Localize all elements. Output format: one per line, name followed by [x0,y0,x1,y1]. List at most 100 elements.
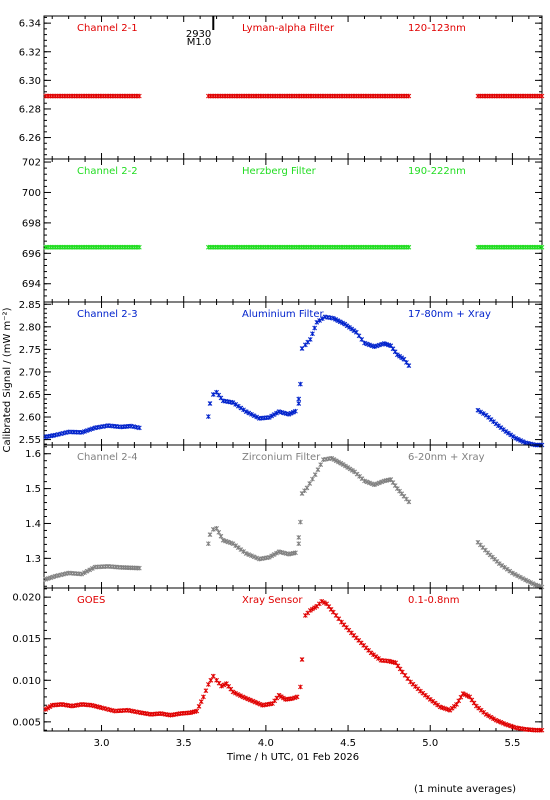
data-point [364,479,370,485]
data-point [238,547,244,552]
channel-label: Channel 2-4 [77,452,138,463]
data-point [243,409,249,414]
data-point [458,694,464,700]
data-point [373,654,379,659]
y-tick-label: 2.75 [19,345,41,356]
data-point [525,578,531,584]
band-label: 120-123nm [408,23,466,34]
series-segment-2 [206,244,412,250]
y-tick-label: 0.005 [12,717,41,728]
event-marker-class: M1.0 [187,37,212,48]
data-point [252,699,258,705]
series-segment-2 [206,526,302,562]
panel-5 [43,587,545,733]
data-point [250,698,256,704]
data-point [317,318,322,323]
data-point [235,692,241,697]
data-point [496,561,502,566]
data-point [392,349,398,355]
data-point [210,392,216,397]
data-point [523,577,528,583]
data-point [210,673,216,679]
data-point [520,439,526,444]
data-point [206,414,211,419]
y-tick-label: 6.34 [19,19,41,30]
series-segment-4 [475,539,545,590]
data-point [314,319,320,325]
data-point [216,529,222,535]
data-point [456,698,462,704]
data-point [520,576,526,581]
panel-2 [43,158,545,303]
y-axis-label: Calibrated Signal / (mW m⁻²) [2,307,13,452]
data-point [136,93,142,99]
data-point [296,535,302,540]
data-point [435,702,440,708]
data-point [281,695,286,701]
data-point [198,699,204,704]
data-point [207,532,213,537]
data-point [254,414,260,420]
data-point [136,565,142,571]
band-label: 17-80nm + Xray [408,309,491,320]
data-point [329,455,334,461]
data-point [368,650,374,656]
x-tick-label: 3.5 [176,738,192,749]
data-point [82,570,87,576]
data-point [337,319,343,325]
data-point [349,468,355,473]
data-point [241,407,246,413]
data-point [278,694,284,699]
data-point [79,430,85,435]
data-point [539,727,545,733]
data-point [238,405,244,411]
data-point [488,714,494,720]
data-point [298,684,303,690]
channel-label: Channel 2-3 [77,309,138,320]
y-tick-label: 2.85 [19,300,41,311]
data-point [501,427,506,432]
data-point [235,403,241,409]
data-point [249,411,254,417]
data-point [276,692,282,698]
y-tick-label: 0.010 [12,676,41,687]
data-point [246,410,252,416]
data-point [340,462,346,467]
data-point [293,550,298,556]
data-point [427,697,433,702]
panel-frame [43,15,543,160]
panel-1 [43,15,545,160]
data-point [218,533,224,539]
data-point [507,568,513,574]
data-point [266,415,272,420]
data-point [353,329,359,335]
data-point [517,574,523,580]
data-point [330,315,336,321]
panel-frame [43,587,543,732]
y-tick-label: 6.28 [19,104,41,115]
data-point [508,432,514,438]
y-tick-label: 2.55 [19,435,41,446]
data-point [496,718,501,724]
data-point [310,606,315,612]
data-point [432,700,438,706]
panel-3 [43,301,545,448]
filter-label: Herzberg Filter [242,166,317,177]
y-tick-label: 1.3 [25,554,41,565]
data-point [319,598,325,604]
data-point [406,244,412,250]
series-segment-1 [43,564,142,582]
filter-label: Lyman-alpha Filter [242,23,335,34]
data-point [246,552,252,557]
data-point [315,467,321,473]
panel-frame [43,301,543,446]
y-tick-label: 696 [22,249,41,260]
data-point [321,600,327,605]
data-point [390,346,396,352]
data-point [43,707,48,712]
x-tick-label: 5.0 [422,738,438,749]
data-point [530,581,536,586]
data-point [136,425,142,431]
y-tick-label: 702 [22,158,41,169]
